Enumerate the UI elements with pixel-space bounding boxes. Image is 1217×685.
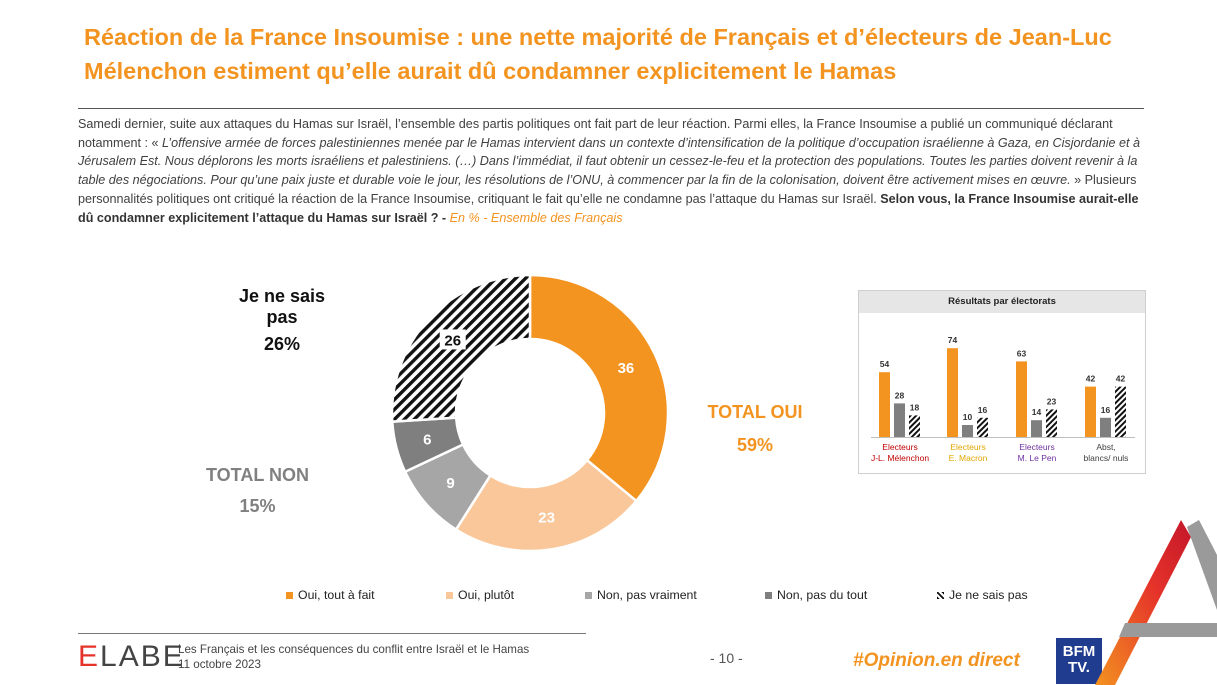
page-number: - 10 - <box>710 650 743 666</box>
elabe-logo: ELABE <box>78 640 185 674</box>
bar-2-1 <box>1031 420 1042 437</box>
bar-category-label-1-0: Electeurs <box>950 442 985 452</box>
intro-text-1: Samedi dernier, suite aux attaques du Ha… <box>78 117 1113 150</box>
bar-1-2 <box>977 417 988 437</box>
intro-paragraph: Samedi dernier, suite aux attaques du Ha… <box>78 115 1146 227</box>
bar-category-label-1-1: E. Macron <box>949 453 988 463</box>
legend-label: Non, pas vraiment <box>597 588 697 602</box>
elabe-logo-rest: LABE <box>100 640 185 673</box>
bar-value-3-0: 42 <box>1086 374 1096 384</box>
bar-2-2 <box>1046 409 1057 437</box>
bar-value-2-0: 63 <box>1017 348 1027 358</box>
bar-value-0-1: 28 <box>895 390 905 400</box>
total-non: TOTAL NON 15% <box>190 465 325 517</box>
donut-slice-1 <box>454 458 639 553</box>
donut-label-4: 26 <box>444 332 461 349</box>
legend-swatch <box>286 591 293 599</box>
total-non-value: 15% <box>239 496 276 516</box>
bar-category-label-0-0: Electeurs <box>882 442 917 452</box>
intro-quote: L’offensive armée de forces palestinienn… <box>78 135 1141 188</box>
donut-label-bg-4 <box>439 329 466 350</box>
hashtag: #Opinion.en direct <box>853 650 1020 671</box>
bar-3-2 <box>1115 386 1126 437</box>
donut-label-3: 6 <box>423 431 431 448</box>
dontknow-total-label: Je ne sais pas <box>238 286 326 327</box>
bar-value-0-0: 54 <box>880 359 890 369</box>
total-oui-label: TOTAL OUI <box>707 402 803 422</box>
bar-value-3-2: 42 <box>1116 374 1126 384</box>
question-text: Selon vous, la France Insoumise aurait-e… <box>78 191 1139 225</box>
electorate-panel: Résultats par électorats 54 28 18 Electeurs… <box>858 290 1146 474</box>
legend-label: Oui, tout à fait <box>298 588 375 602</box>
bar-category-label-3-1: blancs/ nuls <box>1084 453 1129 463</box>
bar-category-label-2-1: M. Le Pen <box>1018 453 1057 463</box>
elabe-logo-e: E <box>78 640 101 673</box>
bar-0-0 <box>879 372 890 437</box>
bar-category-label-2-0: Electeurs <box>1019 442 1054 452</box>
total-oui: TOTAL OUI 59% <box>690 402 820 456</box>
bar-value-3-1: 16 <box>1101 405 1111 415</box>
legend-item-oui-plutot: Oui, plutôt <box>446 588 514 602</box>
bar-3-1 <box>1100 417 1111 437</box>
title-divider <box>78 108 1144 109</box>
bar-value-2-2: 23 <box>1047 396 1057 406</box>
legend-swatch-hatched <box>937 591 944 599</box>
slide-title: Réaction de la France Insoumise : une ne… <box>84 24 1112 84</box>
base-text: En % - Ensemble des Français <box>446 210 623 225</box>
bar-category-label-3-0: Abst, <box>1096 442 1115 452</box>
legend-item-je-ne-sais-pas: Je ne sais pas <box>937 588 1028 602</box>
bar-2-0 <box>1016 361 1027 437</box>
legend-label: Oui, plutôt <box>458 588 515 602</box>
elabe-corner-logo-icon <box>1095 520 1217 685</box>
legend-swatch <box>585 591 592 599</box>
legend-item-oui-tout-a-fait: Oui, tout à fait <box>286 588 375 602</box>
donut-label-0: 36 <box>618 360 635 377</box>
corner-logo-crossbar <box>1119 623 1217 637</box>
legend-swatch <box>765 591 772 599</box>
bar-0-1 <box>894 403 905 437</box>
bar-value-1-0: 74 <box>948 335 958 345</box>
donut-slice-0 <box>528 273 670 503</box>
bfmtv-logo-line2: TV. <box>1068 659 1090 676</box>
donut-chart: 36 23 9 6 26 <box>390 273 670 553</box>
electorate-title: Résultats par électorats <box>859 291 1145 313</box>
bar-value-1-2: 16 <box>978 405 988 415</box>
intro-text-2: » Plusieurs personnalités politiques ont… <box>78 173 1137 206</box>
legend-label: Je ne sais pas <box>949 588 1028 602</box>
dontknow-total-value: 26% <box>263 334 301 354</box>
footer-study-date: 11 octobre 2023 <box>178 658 261 671</box>
footer-study: Les Français et les conséquences du conf… <box>178 642 529 672</box>
corner-logo-stroke-left <box>1095 520 1191 685</box>
bar-value-0-2: 18 <box>910 402 920 412</box>
footer-divider <box>78 633 586 634</box>
legend-label: Non, pas du tout <box>777 588 868 602</box>
donut-label-2: 9 <box>446 475 454 492</box>
chart-legend: Oui, tout à fait Oui, plutôt Non, pas vr… <box>0 588 1217 604</box>
legend-item-non-pas-vraiment: Non, pas vraiment <box>585 588 697 602</box>
bfmtv-logo: BFM TV. <box>1056 638 1102 684</box>
bfmtv-logo-line1: BFM <box>1062 643 1096 660</box>
dontknow-total: Je ne sais pas 26% <box>222 286 342 355</box>
bar-1-1 <box>962 425 973 437</box>
donut-label-1: 23 <box>538 510 555 527</box>
bar-0-2 <box>909 415 920 437</box>
corner-logo-stroke-right <box>1187 520 1217 610</box>
total-non-label: TOTAL NON <box>206 465 309 485</box>
legend-item-non-pas-du-tout: Non, pas du tout <box>765 588 867 602</box>
total-oui-value: 59% <box>736 435 774 455</box>
bar-3-0 <box>1085 386 1096 437</box>
footer-study-title: Les Français et les conséquences du conf… <box>178 643 530 656</box>
bar-value-1-1: 10 <box>963 412 973 422</box>
bar-category-label-0-1: J-L. Mélenchon <box>871 453 929 463</box>
bar-1-0 <box>947 348 958 437</box>
legend-swatch <box>446 591 453 599</box>
bar-value-2-1: 14 <box>1032 407 1042 417</box>
